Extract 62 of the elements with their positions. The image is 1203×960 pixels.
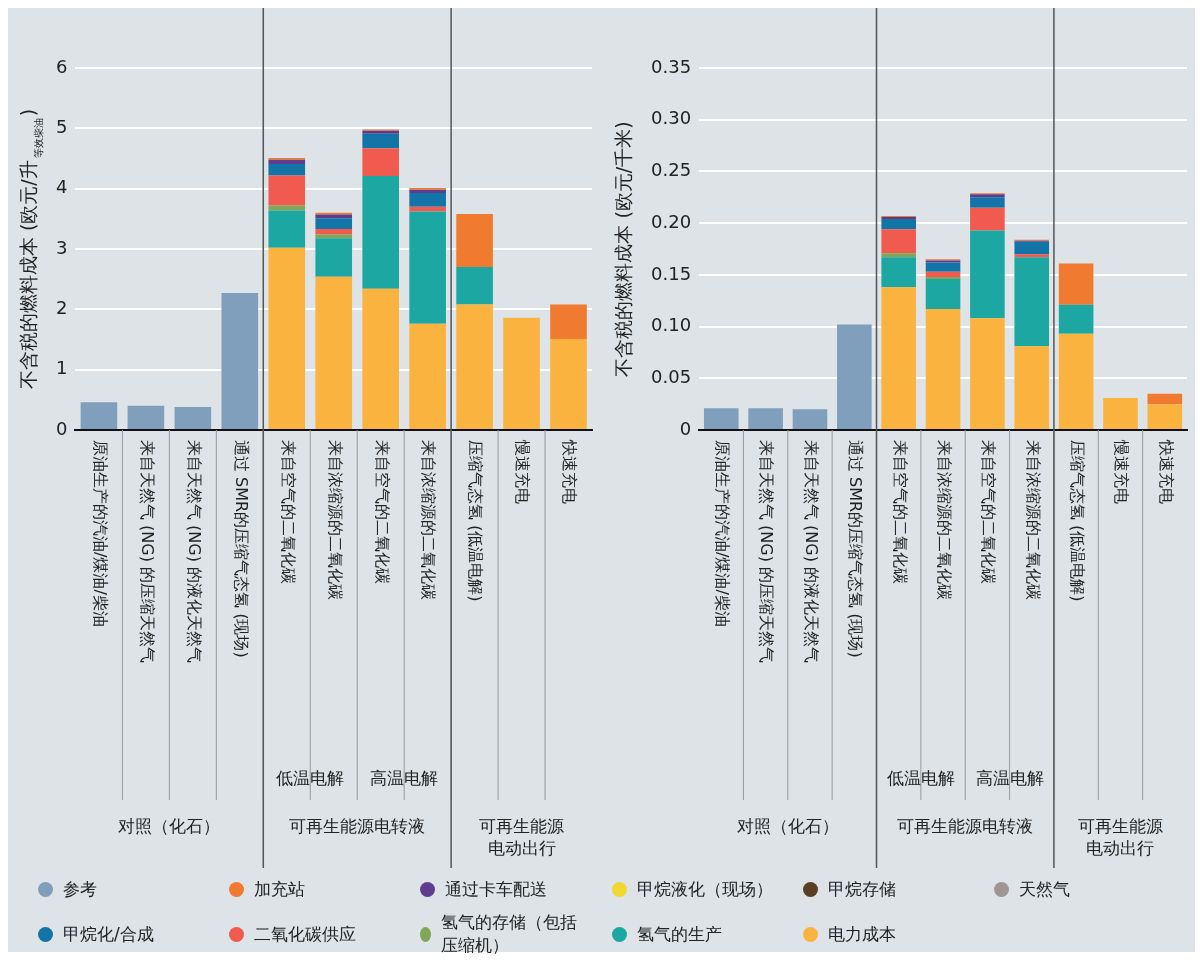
y-tick-label: 4 <box>56 176 68 198</box>
legend-label: 通过卡车配送 <box>445 878 548 901</box>
text: 高温电解 <box>975 768 1044 789</box>
text: 可再生能源 <box>479 816 565 837</box>
x-tick-label: 来自浓缩源的二氧化碳 <box>934 440 954 600</box>
text: 电动出行 <box>487 838 556 859</box>
text: 可再生能源 <box>1077 816 1163 837</box>
x-tick-label: 原油生产的汽油/煤油/柴油 <box>90 440 110 627</box>
text: 高温电解 <box>370 768 439 789</box>
legend-label: 参考 <box>63 878 97 901</box>
x-tick-label: 压缩气态氢 (低温电解) <box>1067 440 1087 602</box>
x-tick-label: 来自天然气 (NG) 的压缩天然气 <box>137 440 157 664</box>
y-tick-label: 0 <box>56 417 68 439</box>
x-tick-label: 来自空气的二氧化碳 <box>278 440 298 584</box>
y-tick-label: 3 <box>56 236 68 258</box>
x-tick-label: 来自浓缩源的二氧化碳 <box>1023 440 1043 600</box>
x-tick-label: 来自空气的二氧化碳 <box>890 440 910 584</box>
x-tick-label: 压缩气态氢 (低温电解) <box>466 440 486 602</box>
y-tick-label: 6 <box>56 55 68 77</box>
y-tick-label: 0.15 <box>651 262 692 284</box>
legend-label: 天然气 <box>1018 878 1070 901</box>
text: 电动出行 <box>1086 838 1155 859</box>
legend-label: 氢气的生产 <box>636 922 722 946</box>
y-tick-label: 0 <box>679 417 692 439</box>
y-tick-label: 2 <box>56 297 68 319</box>
x-tick-label: 慢速充电 <box>513 439 533 504</box>
x-tick-label: 通过 SMR的压缩气态氢 (现场) <box>231 440 251 658</box>
y-tick-label: 0.35 <box>651 55 692 77</box>
legend-label: 甲烷化/合成 <box>63 922 154 946</box>
legend-label: 二氧化碳供应 <box>254 922 357 946</box>
y-tick-label: 0.05 <box>651 365 692 387</box>
legend-label: 氢气的存储（包括压缩机） <box>441 911 579 957</box>
text: 可再生能源电转液 <box>289 816 426 837</box>
x-tick-label: 快速充电 <box>560 439 580 504</box>
legend-label: 甲烷存储 <box>827 878 896 901</box>
text: 低温电解 <box>886 768 955 789</box>
y-tick-label: 5 <box>56 116 68 138</box>
legend-label: 加充站 <box>254 878 306 901</box>
legend-label: 甲烷液化（现场） <box>636 878 773 901</box>
x-tick-label: 原油生产的汽油/煤油/柴油 <box>713 440 733 627</box>
x-tick-label: 来自空气的二氧化碳 <box>372 440 392 584</box>
y-axis-title: 不含税的燃料成本 (欧元/升等效柴油) <box>16 108 44 390</box>
x-tick-label: 来自空气的二氧化碳 <box>979 440 999 584</box>
text: 对照（化石） <box>736 816 839 837</box>
x-tick-label: 慢速充电 <box>1112 439 1132 504</box>
text: 可再生能源电转液 <box>897 816 1034 837</box>
x-tick-label: 来自天然气 (NG) 的压缩天然气 <box>757 440 777 664</box>
x-tick-label: 来自天然气 (NG) 的液化天然气 <box>801 440 821 664</box>
y-tick-label: 0.20 <box>651 210 692 232</box>
y-tick-label: 0.25 <box>651 159 692 181</box>
y-tick-label: 0.10 <box>651 314 692 336</box>
x-tick-label: 快速充电 <box>1156 439 1176 504</box>
text: 低温电解 <box>276 768 345 789</box>
y-tick-label: 1 <box>56 357 68 379</box>
y-axis-title: 不含税的燃料成本 (欧元/千米) <box>611 121 634 377</box>
y-tick-label: 0.30 <box>651 107 692 129</box>
x-tick-label: 来自天然气 (NG) 的液化天然气 <box>184 440 204 664</box>
legend-label: 电力成本 <box>827 922 896 946</box>
x-tick-label: 通过 SMR的压缩气态氢 (现场) <box>846 440 866 658</box>
x-tick-label: 来自浓缩源的二氧化碳 <box>419 440 439 600</box>
x-tick-label: 来自浓缩源的二氧化碳 <box>325 440 345 600</box>
text: 对照（化石） <box>118 816 221 837</box>
